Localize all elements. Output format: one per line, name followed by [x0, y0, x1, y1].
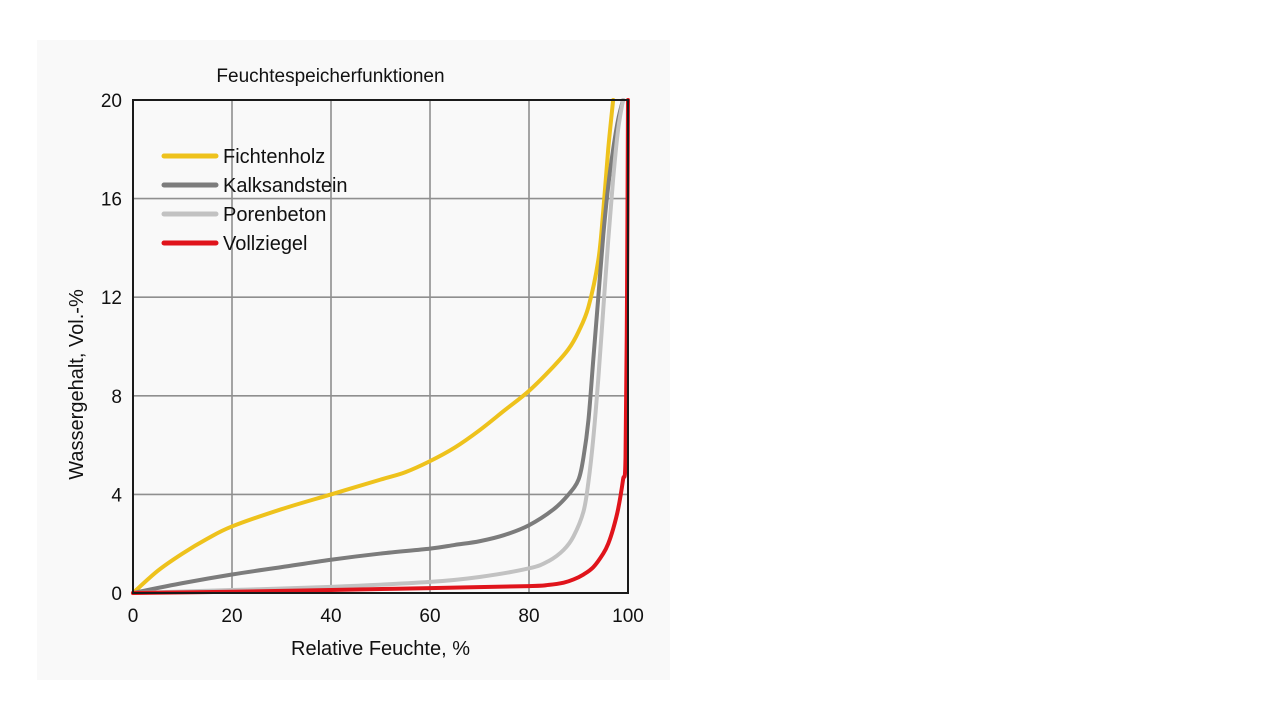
- series-lines: [131, 98, 630, 595]
- series-line-vollziegel: [131, 98, 630, 595]
- y-axis-title: Wassergehalt, Vol.-%: [66, 289, 88, 480]
- y-tick-label: 12: [101, 288, 122, 309]
- legend-label-fichtenholz: Fichtenholz: [223, 146, 325, 168]
- x-tick-labels: 0 20 40 60 80 100: [128, 606, 644, 627]
- y-tick-label: 4: [111, 485, 122, 506]
- legend-label-vollziegel: Vollziegel: [223, 233, 308, 255]
- x-tick-label: 100: [612, 606, 644, 627]
- legend: Fichtenholz Kalksandstein Porenbeton Vollzi…: [161, 146, 348, 255]
- y-tick-label: 8: [111, 387, 122, 408]
- legend-label-kalksandstein: Kalksandstein: [223, 175, 348, 197]
- x-tick-label: 20: [221, 606, 242, 627]
- x-tick-label: 80: [518, 606, 539, 627]
- chart-svg: 0 20 40 60 80 100 0 4 8 12 16 20 Feuchtespeicherfu…: [66, 66, 644, 660]
- plot-frame: [132, 99, 629, 594]
- series-line-kalksandstein: [131, 98, 626, 595]
- chart-figure: 0 20 40 60 80 100 0 4 8 12 16 20 Feuchtespeicherfu…: [37, 40, 670, 680]
- y-tick-label: 20: [101, 91, 122, 112]
- x-axis-title: Relative Feuchte, %: [291, 638, 470, 660]
- grid: [132, 99, 629, 594]
- x-tick-label: 40: [320, 606, 341, 627]
- legend-label-porenbeton: Porenbeton: [223, 204, 326, 226]
- series-line-porenbeton: [131, 98, 626, 595]
- y-tick-label: 16: [101, 190, 122, 211]
- series-line-fichtenholz: [131, 98, 616, 595]
- y-tick-labels: 0 4 8 12 16 20: [101, 91, 123, 605]
- x-tick-label: 60: [419, 606, 440, 627]
- y-tick-label: 0: [111, 584, 122, 605]
- chart-title: Feuchtespeicherfunktionen: [216, 66, 444, 87]
- x-tick-label: 0: [128, 606, 139, 627]
